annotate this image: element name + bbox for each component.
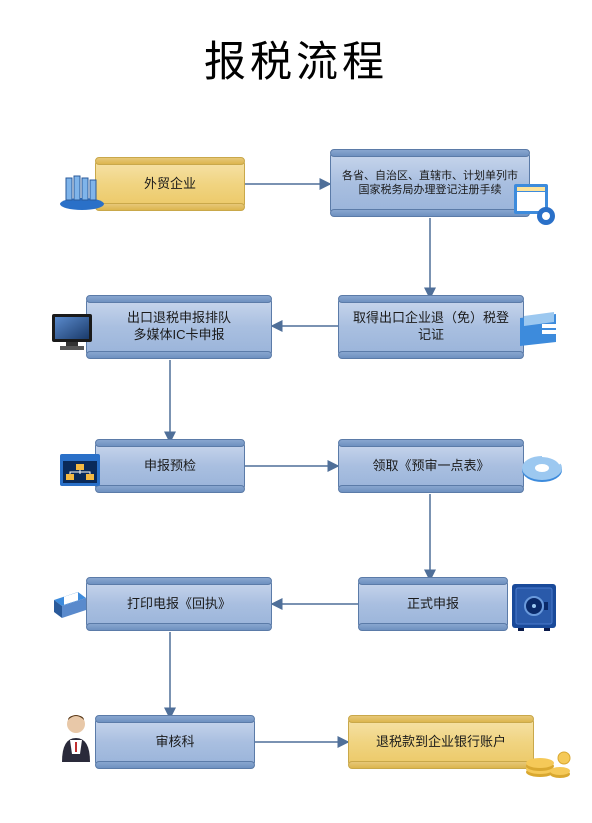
orgchart-icon xyxy=(58,452,102,497)
safe-icon xyxy=(508,580,560,637)
node-label: 打印电报《回执》 xyxy=(127,596,231,613)
monitor-icon xyxy=(48,310,100,359)
printer-icon xyxy=(48,588,92,629)
folder-icon xyxy=(516,310,560,355)
node-n10: 退税款到企业银行账户 xyxy=(348,718,534,766)
node-label: 领取《预审一点表》 xyxy=(372,458,489,475)
node-label: 各省、自治区、直辖市、计划单列市国家税务局办理登记注册手续 xyxy=(339,169,521,198)
node-n5: 申报预检 xyxy=(95,442,245,490)
node-n2: 各省、自治区、直辖市、计划单列市国家税务局办理登记注册手续 xyxy=(330,152,530,214)
servers-icon xyxy=(58,170,106,215)
node-n7: 正式申报 xyxy=(358,580,508,628)
node-n4: 出口退税申报排队 多媒体IC卡申报 xyxy=(86,298,272,356)
coins-icon xyxy=(522,740,574,785)
node-n8: 打印电报《回执》 xyxy=(86,580,272,628)
flow-arrows xyxy=(0,0,592,823)
node-n3: 取得出口企业退（免）税登记证 xyxy=(338,298,524,356)
node-label: 外贸企业 xyxy=(144,176,196,193)
disc-icon xyxy=(520,454,564,491)
node-label: 审核科 xyxy=(155,734,194,751)
node-label: 退税款到企业银行账户 xyxy=(376,734,506,751)
node-n9: 审核科 xyxy=(95,718,255,766)
node-label: 出口退税申报排队 多媒体IC卡申报 xyxy=(127,310,231,344)
node-label: 取得出口企业退（免）税登记证 xyxy=(347,310,515,344)
node-label: 申报预检 xyxy=(144,458,196,475)
person-icon xyxy=(56,712,96,769)
node-n6: 领取《预审一点表》 xyxy=(338,442,524,490)
window-gear-icon xyxy=(510,180,558,233)
node-n1: 外贸企业 xyxy=(95,160,245,208)
page-title: 报税流程 xyxy=(0,28,592,89)
node-label: 正式申报 xyxy=(407,596,459,613)
